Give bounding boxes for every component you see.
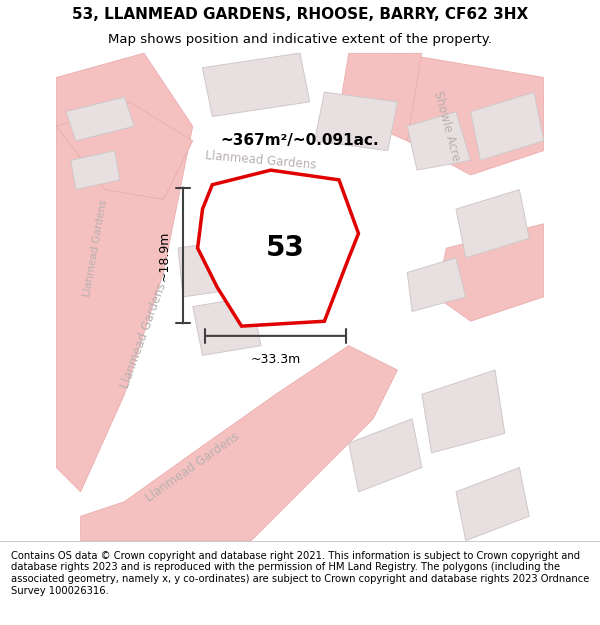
Polygon shape [197,170,359,326]
Polygon shape [398,53,544,175]
Text: 53: 53 [266,234,305,262]
Polygon shape [422,370,505,453]
Text: Llanmead Gardens: Llanmead Gardens [119,281,169,391]
Polygon shape [56,53,193,492]
Polygon shape [66,97,134,141]
Polygon shape [437,224,544,321]
Polygon shape [56,102,193,199]
Polygon shape [407,258,466,311]
Polygon shape [80,346,398,541]
Polygon shape [314,92,398,151]
Polygon shape [339,53,422,141]
Text: ~18.9m: ~18.9m [158,230,171,281]
Polygon shape [178,238,251,297]
Polygon shape [203,53,310,116]
Text: Llanmead Gardens: Llanmead Gardens [82,199,109,298]
Polygon shape [456,468,529,541]
Polygon shape [71,151,119,189]
Polygon shape [407,112,470,170]
Text: Contains OS data © Crown copyright and database right 2021. This information is : Contains OS data © Crown copyright and d… [11,551,589,596]
Text: ~33.3m: ~33.3m [251,353,301,366]
Polygon shape [456,189,529,258]
Text: Llanmead Gardens: Llanmead Gardens [205,149,317,172]
Text: Map shows position and indicative extent of the property.: Map shows position and indicative extent… [108,33,492,46]
Text: 53, LLANMEAD GARDENS, RHOOSE, BARRY, CF62 3HX: 53, LLANMEAD GARDENS, RHOOSE, BARRY, CF6… [72,8,528,22]
Polygon shape [349,419,422,492]
Text: ~367m²/~0.091ac.: ~367m²/~0.091ac. [221,133,379,148]
Text: Showle Acre: Showle Acre [431,90,462,162]
Polygon shape [193,297,261,356]
Text: Llanmead Gardens: Llanmead Gardens [143,430,242,505]
Polygon shape [470,92,544,161]
